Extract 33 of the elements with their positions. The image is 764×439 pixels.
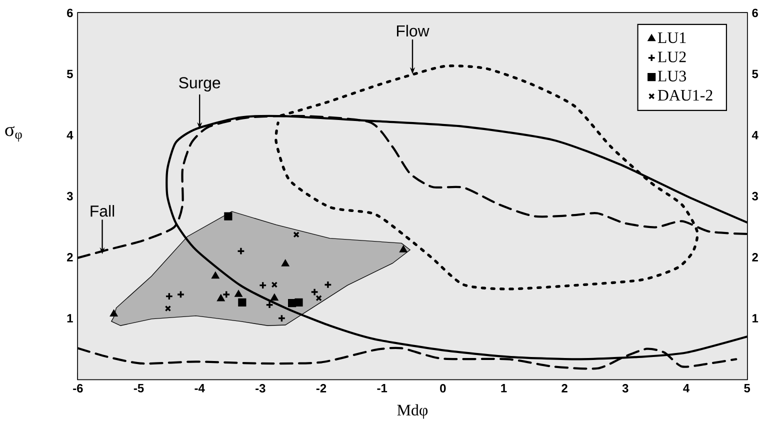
annotation: Surge xyxy=(179,77,220,92)
legend-label: LU1 xyxy=(658,32,686,44)
x-tick-label: 2 xyxy=(562,384,568,392)
y-tick-label: 6 xyxy=(67,8,73,18)
annotation: Fall xyxy=(90,204,114,217)
y2-tick-label: 4 xyxy=(752,130,758,140)
x-tick-label: 1 xyxy=(501,384,507,392)
y-tick-label: 3 xyxy=(66,192,73,200)
y2-tick-label: 2 xyxy=(752,253,758,262)
y-tick-label: 5 xyxy=(66,70,73,78)
x-tick-label: -5 xyxy=(134,384,144,392)
x-tick-label: -3 xyxy=(256,384,266,392)
y-tick-label: 1 xyxy=(67,314,73,322)
x-tick-label: 4 xyxy=(683,384,690,392)
legend-label: LU3 xyxy=(658,70,686,82)
x-tick-label: 0 xyxy=(440,384,446,392)
annotation: Flow xyxy=(396,24,430,37)
y2-tick-label: 1 xyxy=(752,314,758,322)
x-tick-label: 3 xyxy=(622,384,628,392)
y-tick-label: 2 xyxy=(67,253,73,262)
y2-tick-label: 3 xyxy=(752,192,758,200)
x-tick-label: -2 xyxy=(316,384,326,392)
legend-label: DAU1-2 xyxy=(658,90,712,101)
y2-tick-label: 5 xyxy=(752,70,758,78)
legend-label: LU2 xyxy=(658,52,686,62)
x-axis-title: Mdφ xyxy=(397,404,428,419)
y-axis-title: σ$_{φ}$ xyxy=(5,126,22,142)
x-tick-label: -6 xyxy=(73,384,83,392)
y2-tick-label: 6 xyxy=(752,8,758,18)
x-tick-label: -1 xyxy=(377,384,388,392)
x-tick-label: -4 xyxy=(194,384,205,392)
x-tick-label: 5 xyxy=(744,384,750,392)
y-tick-label: 4 xyxy=(66,130,74,140)
